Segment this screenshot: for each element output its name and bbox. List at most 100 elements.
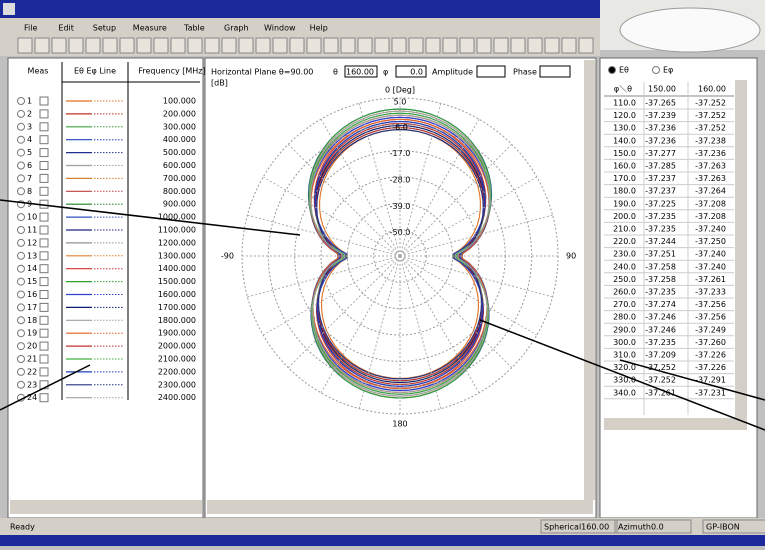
toolbar-button[interactable]	[103, 38, 117, 53]
toolbar-button[interactable]	[69, 38, 83, 53]
radio[interactable]	[18, 188, 25, 195]
toolbar-button[interactable]	[188, 38, 202, 53]
radio[interactable]	[18, 136, 25, 143]
radio[interactable]	[18, 162, 25, 169]
radio[interactable]	[18, 381, 25, 388]
toolbar-button[interactable]	[477, 38, 491, 53]
menu-item[interactable]: Table	[183, 24, 205, 33]
toolbar-button[interactable]	[52, 38, 66, 53]
checkbox[interactable]	[40, 342, 48, 350]
checkbox[interactable]	[40, 265, 48, 273]
toolbar-button[interactable]	[120, 38, 134, 53]
toolbar-button[interactable]	[154, 38, 168, 53]
toolbar-button[interactable]	[307, 38, 321, 53]
checkbox[interactable]	[40, 316, 48, 324]
toolbar-button[interactable]	[222, 38, 236, 53]
toolbar-button[interactable]	[137, 38, 151, 53]
toolbar-button[interactable]	[358, 38, 372, 53]
toolbar-button[interactable]	[205, 38, 219, 53]
checkbox[interactable]	[40, 368, 48, 376]
checkbox[interactable]	[40, 291, 48, 299]
toolbar-button[interactable]	[528, 38, 542, 53]
cell-value: -37.235	[645, 288, 676, 297]
radio[interactable]	[18, 149, 25, 156]
table-hscroll[interactable]	[604, 418, 747, 430]
menu-item[interactable]: Edit	[58, 24, 74, 33]
checkbox[interactable]	[40, 278, 48, 286]
plot-scrollbar[interactable]	[207, 500, 593, 514]
toolbar-button[interactable]	[392, 38, 406, 53]
toolbar-button[interactable]	[18, 38, 32, 53]
toolbar-button[interactable]	[426, 38, 440, 53]
checkbox[interactable]	[40, 97, 48, 105]
phase-box[interactable]	[540, 66, 570, 77]
radio[interactable]	[18, 278, 25, 285]
radio[interactable]	[18, 304, 25, 311]
radio[interactable]	[18, 317, 25, 324]
toolbar-button[interactable]	[171, 38, 185, 53]
radio[interactable]	[18, 265, 25, 272]
cell-value: -37.258	[645, 262, 676, 271]
checkbox[interactable]	[40, 226, 48, 234]
toolbar-button[interactable]	[256, 38, 270, 53]
amplitude-box[interactable]	[477, 66, 505, 77]
menu-item[interactable]: Measure	[133, 24, 167, 33]
toolbar-button[interactable]	[86, 38, 100, 53]
toolbar-button[interactable]	[239, 38, 253, 53]
left-scrollbar[interactable]	[10, 500, 202, 514]
checkbox[interactable]	[40, 303, 48, 311]
checkbox[interactable]	[40, 136, 48, 144]
toolbar-button[interactable]	[409, 38, 423, 53]
menu-item[interactable]: File	[24, 24, 37, 33]
checkbox[interactable]	[40, 252, 48, 260]
menu-item[interactable]: Graph	[224, 24, 249, 33]
row-header: 140.0	[613, 136, 636, 145]
toolbar-button[interactable]	[35, 38, 49, 53]
menu-item[interactable]: Window	[264, 24, 296, 33]
radio[interactable]	[18, 291, 25, 298]
checkbox[interactable]	[40, 174, 48, 182]
checkbox[interactable]	[40, 394, 48, 402]
radio[interactable]	[18, 175, 25, 182]
radio[interactable]	[18, 214, 25, 221]
radio[interactable]	[18, 343, 25, 350]
radio[interactable]	[18, 227, 25, 234]
plot-vscroll[interactable]	[584, 60, 595, 500]
toolbar-button[interactable]	[273, 38, 287, 53]
toolbar-button[interactable]	[494, 38, 508, 53]
checkbox[interactable]	[40, 123, 48, 131]
toolbar-button[interactable]	[511, 38, 525, 53]
toolbar-button[interactable]	[460, 38, 474, 53]
checkbox[interactable]	[40, 149, 48, 157]
toolbar-button[interactable]	[545, 38, 559, 53]
radio[interactable]	[18, 330, 25, 337]
menu-item[interactable]: Setup	[93, 24, 116, 33]
checkbox[interactable]	[40, 213, 48, 221]
checkbox[interactable]	[40, 162, 48, 170]
radio[interactable]	[18, 356, 25, 363]
checkbox[interactable]	[40, 355, 48, 363]
menu-item[interactable]: Help	[310, 24, 328, 33]
radio[interactable]	[18, 368, 25, 375]
toolbar-button[interactable]	[341, 38, 355, 53]
checkbox[interactable]	[40, 239, 48, 247]
table-vscroll[interactable]	[735, 80, 747, 420]
toolbar-button[interactable]	[324, 38, 338, 53]
checkbox[interactable]	[40, 187, 48, 195]
radio[interactable]	[18, 239, 25, 246]
toolbar-button[interactable]	[579, 38, 593, 53]
radio[interactable]	[653, 67, 660, 74]
toolbar-button[interactable]	[375, 38, 389, 53]
radio[interactable]	[609, 67, 616, 74]
cell-value: -37.252	[695, 111, 726, 120]
toolbar-button[interactable]	[562, 38, 576, 53]
toolbar-button[interactable]	[290, 38, 304, 53]
checkbox[interactable]	[40, 110, 48, 118]
radio[interactable]	[18, 123, 25, 130]
radio[interactable]	[18, 252, 25, 259]
checkbox[interactable]	[40, 329, 48, 337]
radio[interactable]	[18, 98, 25, 105]
radio[interactable]	[18, 110, 25, 117]
toolbar-button[interactable]	[443, 38, 457, 53]
cell-value: -37.226	[695, 351, 726, 360]
